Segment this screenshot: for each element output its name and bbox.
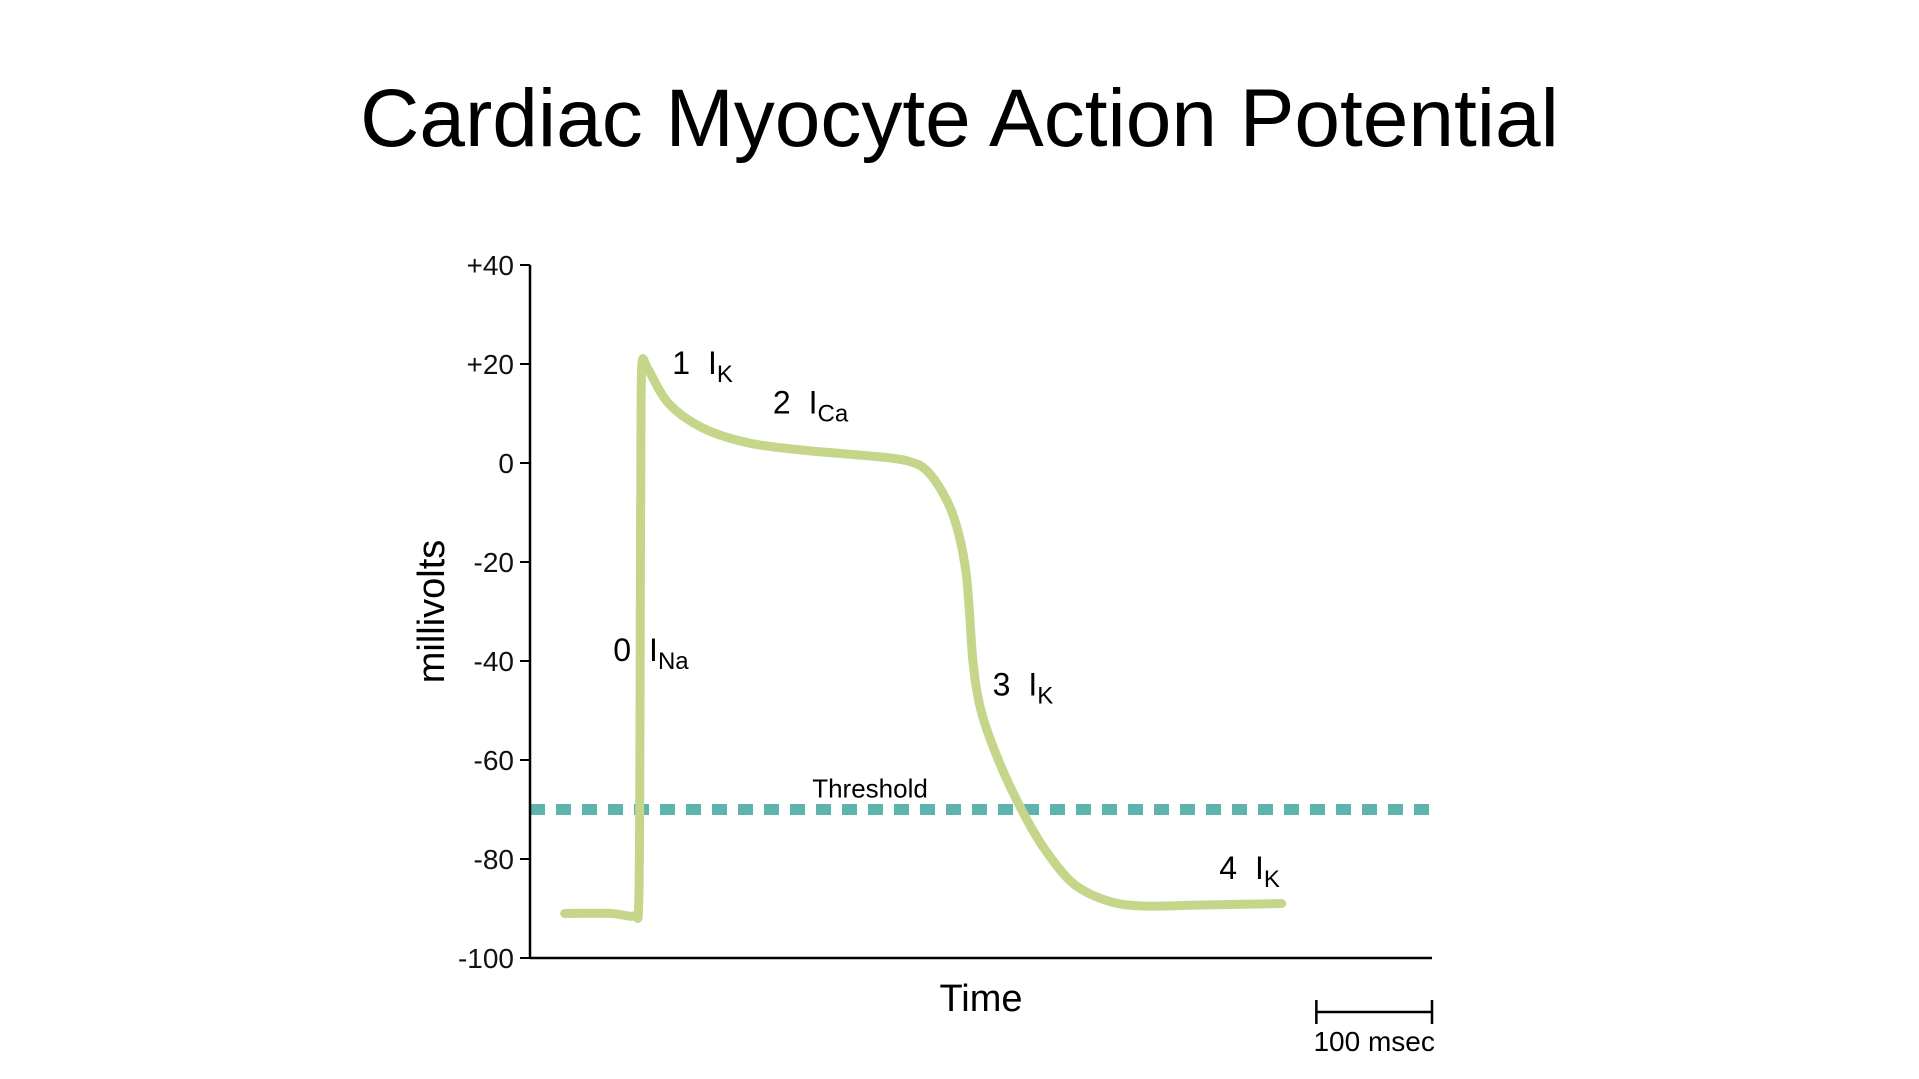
action-potential-line <box>560 354 1287 923</box>
annotations: 0 INa 1 IK 2 ICa 3 IK 4 IK <box>613 345 1280 893</box>
y-tick-label: -60 <box>474 745 514 776</box>
axes <box>528 265 1432 960</box>
phase-3-label: 3 IK <box>993 667 1054 710</box>
threshold-layer: Threshold <box>530 774 1432 815</box>
phase-4-label: 4 IK <box>1219 850 1280 893</box>
threshold-label: Threshold <box>812 774 928 804</box>
series-layer <box>560 354 1287 923</box>
y-axis-label: millivolts <box>411 540 453 684</box>
y-ticks: +40 +20 0 -20 -40 -60 -80 -100 <box>458 250 530 974</box>
y-tick-label: +20 <box>467 349 515 380</box>
phase-1-label: 1 IK <box>672 345 733 388</box>
y-tick-label: 0 <box>498 448 514 479</box>
x-axis-label: Time <box>939 978 1022 1020</box>
phase-2-label: 2 ICa <box>773 385 849 428</box>
page-title: Cardiac Myocyte Action Potential <box>360 73 1559 164</box>
y-tick-label: +40 <box>467 250 515 281</box>
y-tick-label: -100 <box>458 943 514 974</box>
scale-bar-label: 100 msec <box>1313 1026 1434 1057</box>
phase-0-label: 0 INa <box>613 632 689 675</box>
y-tick-label: -40 <box>474 646 514 677</box>
y-tick-label: -80 <box>474 844 514 875</box>
y-tick-label: -20 <box>474 547 514 578</box>
scale-bar: 100 msec <box>1313 1000 1435 1057</box>
